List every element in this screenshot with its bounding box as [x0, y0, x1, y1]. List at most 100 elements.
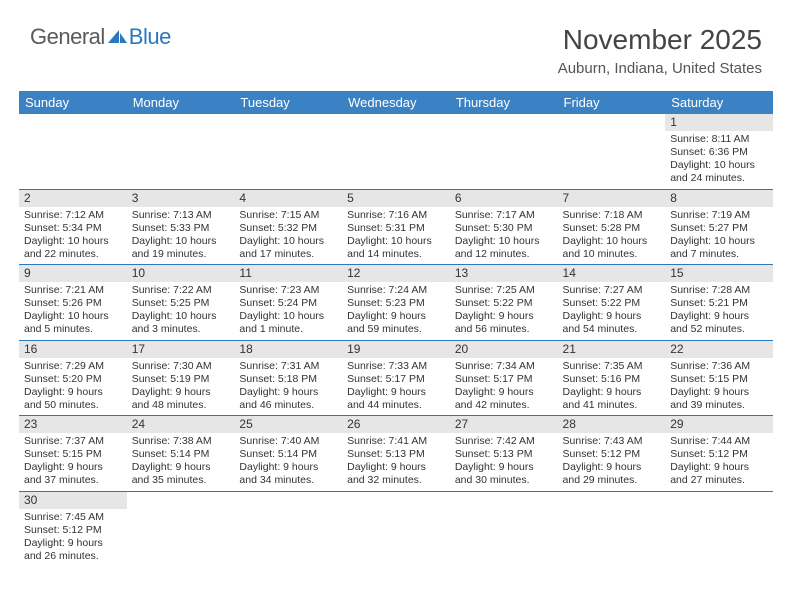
daylight-label: Daylight: 10 hours and 19 minutes. — [132, 235, 230, 261]
weekday-header: Monday — [127, 91, 235, 114]
daylight-label: Daylight: 10 hours and 10 minutes. — [563, 235, 661, 261]
calendar-day-cell: 4Sunrise: 7:15 AMSunset: 5:32 PMDaylight… — [234, 189, 342, 265]
location-label: Auburn, Indiana, United States — [558, 60, 762, 77]
calendar-day-cell: 24Sunrise: 7:38 AMSunset: 5:14 PMDayligh… — [127, 416, 235, 492]
page-title: November 2025 — [558, 24, 762, 56]
day-details: Sunrise: 7:33 AMSunset: 5:17 PMDaylight:… — [342, 358, 450, 416]
calendar-day-cell: 22Sunrise: 7:36 AMSunset: 5:15 PMDayligh… — [665, 340, 773, 416]
day-number: 29 — [665, 416, 773, 433]
daylight-label: Daylight: 9 hours and 26 minutes. — [24, 537, 122, 563]
day-details: Sunrise: 7:31 AMSunset: 5:18 PMDaylight:… — [234, 358, 342, 416]
calendar-day-cell: 19Sunrise: 7:33 AMSunset: 5:17 PMDayligh… — [342, 340, 450, 416]
sunset-label: Sunset: 5:21 PM — [670, 297, 768, 310]
day-number: 10 — [127, 265, 235, 282]
calendar-day-cell: 15Sunrise: 7:28 AMSunset: 5:21 PMDayligh… — [665, 265, 773, 341]
day-details: Sunrise: 7:23 AMSunset: 5:24 PMDaylight:… — [234, 282, 342, 340]
sunrise-label: Sunrise: 7:33 AM — [347, 360, 445, 373]
sunset-label: Sunset: 5:30 PM — [455, 222, 553, 235]
logo-text-general: General — [30, 24, 105, 50]
sunrise-label: Sunrise: 7:16 AM — [347, 209, 445, 222]
sunset-label: Sunset: 5:25 PM — [132, 297, 230, 310]
day-details: Sunrise: 7:43 AMSunset: 5:12 PMDaylight:… — [558, 433, 666, 491]
weekday-header-row: SundayMondayTuesdayWednesdayThursdayFrid… — [19, 91, 773, 114]
day-details: Sunrise: 7:42 AMSunset: 5:13 PMDaylight:… — [450, 433, 558, 491]
sunrise-label: Sunrise: 7:38 AM — [132, 435, 230, 448]
day-details: Sunrise: 7:25 AMSunset: 5:22 PMDaylight:… — [450, 282, 558, 340]
sunrise-label: Sunrise: 7:25 AM — [455, 284, 553, 297]
sunrise-label: Sunrise: 7:37 AM — [24, 435, 122, 448]
sunset-label: Sunset: 5:31 PM — [347, 222, 445, 235]
daylight-label: Daylight: 9 hours and 29 minutes. — [563, 461, 661, 487]
calendar-week-row: 30Sunrise: 7:45 AMSunset: 5:12 PMDayligh… — [19, 491, 773, 566]
daylight-label: Daylight: 9 hours and 46 minutes. — [239, 386, 337, 412]
calendar-day-cell — [665, 491, 773, 566]
day-number: 25 — [234, 416, 342, 433]
calendar-day-cell: 23Sunrise: 7:37 AMSunset: 5:15 PMDayligh… — [19, 416, 127, 492]
calendar-day-cell: 9Sunrise: 7:21 AMSunset: 5:26 PMDaylight… — [19, 265, 127, 341]
sunrise-label: Sunrise: 7:24 AM — [347, 284, 445, 297]
daylight-label: Daylight: 9 hours and 39 minutes. — [670, 386, 768, 412]
day-details: Sunrise: 7:30 AMSunset: 5:19 PMDaylight:… — [127, 358, 235, 416]
daylight-label: Daylight: 9 hours and 27 minutes. — [670, 461, 768, 487]
sunset-label: Sunset: 5:23 PM — [347, 297, 445, 310]
day-details: Sunrise: 7:45 AMSunset: 5:12 PMDaylight:… — [19, 509, 127, 567]
day-details: Sunrise: 7:13 AMSunset: 5:33 PMDaylight:… — [127, 207, 235, 265]
day-number: 27 — [450, 416, 558, 433]
day-number: 21 — [558, 341, 666, 358]
day-details: Sunrise: 7:29 AMSunset: 5:20 PMDaylight:… — [19, 358, 127, 416]
calendar-week-row: 16Sunrise: 7:29 AMSunset: 5:20 PMDayligh… — [19, 340, 773, 416]
day-details: Sunrise: 7:41 AMSunset: 5:13 PMDaylight:… — [342, 433, 450, 491]
calendar-day-cell — [558, 114, 666, 189]
calendar-day-cell: 30Sunrise: 7:45 AMSunset: 5:12 PMDayligh… — [19, 491, 127, 566]
sunset-label: Sunset: 5:15 PM — [670, 373, 768, 386]
day-number: 15 — [665, 265, 773, 282]
sunset-label: Sunset: 5:34 PM — [24, 222, 122, 235]
daylight-label: Daylight: 10 hours and 17 minutes. — [239, 235, 337, 261]
day-details: Sunrise: 7:40 AMSunset: 5:14 PMDaylight:… — [234, 433, 342, 491]
sunset-label: Sunset: 5:16 PM — [563, 373, 661, 386]
day-details: Sunrise: 7:17 AMSunset: 5:30 PMDaylight:… — [450, 207, 558, 265]
day-number: 13 — [450, 265, 558, 282]
day-number: 14 — [558, 265, 666, 282]
day-details: Sunrise: 7:38 AMSunset: 5:14 PMDaylight:… — [127, 433, 235, 491]
sunrise-label: Sunrise: 7:19 AM — [670, 209, 768, 222]
sunrise-label: Sunrise: 8:11 AM — [670, 133, 768, 146]
calendar-day-cell: 20Sunrise: 7:34 AMSunset: 5:17 PMDayligh… — [450, 340, 558, 416]
day-number: 28 — [558, 416, 666, 433]
calendar-day-cell: 26Sunrise: 7:41 AMSunset: 5:13 PMDayligh… — [342, 416, 450, 492]
calendar-day-cell — [19, 114, 127, 189]
day-number: 16 — [19, 341, 127, 358]
day-details: Sunrise: 7:22 AMSunset: 5:25 PMDaylight:… — [127, 282, 235, 340]
sunset-label: Sunset: 5:33 PM — [132, 222, 230, 235]
sunrise-label: Sunrise: 7:22 AM — [132, 284, 230, 297]
weekday-header: Saturday — [665, 91, 773, 114]
sunrise-label: Sunrise: 7:15 AM — [239, 209, 337, 222]
calendar-day-cell: 25Sunrise: 7:40 AMSunset: 5:14 PMDayligh… — [234, 416, 342, 492]
weekday-header: Thursday — [450, 91, 558, 114]
sunrise-label: Sunrise: 7:13 AM — [132, 209, 230, 222]
sunrise-label: Sunrise: 7:31 AM — [239, 360, 337, 373]
sunset-label: Sunset: 6:36 PM — [670, 146, 768, 159]
calendar-day-cell: 18Sunrise: 7:31 AMSunset: 5:18 PMDayligh… — [234, 340, 342, 416]
daylight-label: Daylight: 9 hours and 41 minutes. — [563, 386, 661, 412]
day-number: 7 — [558, 190, 666, 207]
day-details: Sunrise: 7:44 AMSunset: 5:12 PMDaylight:… — [665, 433, 773, 491]
weekday-header: Wednesday — [342, 91, 450, 114]
calendar-day-cell — [450, 114, 558, 189]
day-number: 1 — [665, 114, 773, 131]
calendar-day-cell: 29Sunrise: 7:44 AMSunset: 5:12 PMDayligh… — [665, 416, 773, 492]
calendar-day-cell — [234, 491, 342, 566]
day-details: Sunrise: 7:28 AMSunset: 5:21 PMDaylight:… — [665, 282, 773, 340]
day-number: 26 — [342, 416, 450, 433]
sunrise-label: Sunrise: 7:17 AM — [455, 209, 553, 222]
calendar-day-cell: 12Sunrise: 7:24 AMSunset: 5:23 PMDayligh… — [342, 265, 450, 341]
sunset-label: Sunset: 5:15 PM — [24, 448, 122, 461]
daylight-label: Daylight: 10 hours and 7 minutes. — [670, 235, 768, 261]
daylight-label: Daylight: 9 hours and 52 minutes. — [670, 310, 768, 336]
sunrise-label: Sunrise: 7:43 AM — [563, 435, 661, 448]
calendar-day-cell: 8Sunrise: 7:19 AMSunset: 5:27 PMDaylight… — [665, 189, 773, 265]
day-number: 12 — [342, 265, 450, 282]
calendar-day-cell: 27Sunrise: 7:42 AMSunset: 5:13 PMDayligh… — [450, 416, 558, 492]
daylight-label: Daylight: 9 hours and 37 minutes. — [24, 461, 122, 487]
daylight-label: Daylight: 9 hours and 34 minutes. — [239, 461, 337, 487]
